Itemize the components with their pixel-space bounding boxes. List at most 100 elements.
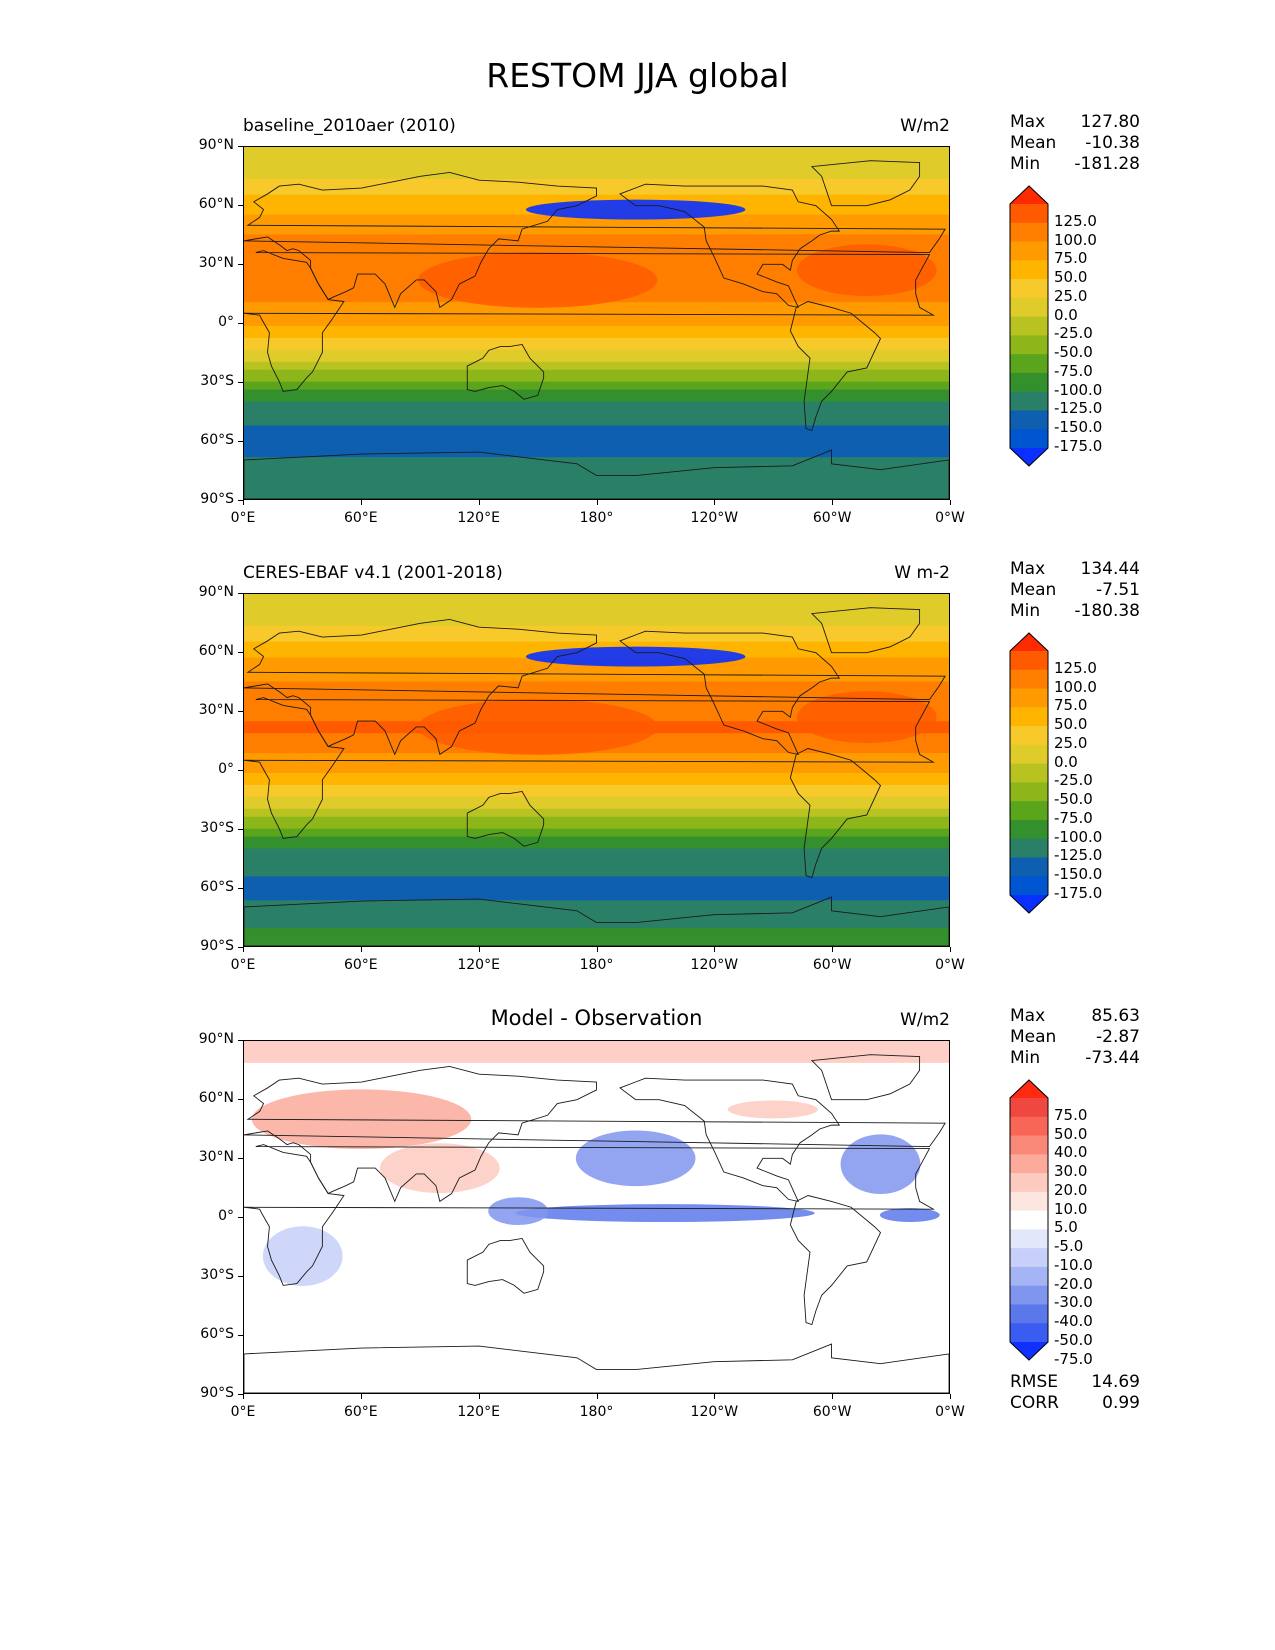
map-band [244,314,949,319]
colorbar-segment [1010,857,1048,877]
lon-tick-label: 0°W [935,510,965,526]
map-feature [251,1089,472,1150]
map-band [244,230,949,235]
map-band [244,621,949,627]
map-band [244,234,949,239]
colorbar-tick-label: -50.0 [1054,1331,1093,1349]
map-band [244,681,949,686]
map-band [244,812,949,818]
stat-value: 134.44 [1080,559,1140,579]
lat-tick-mark [238,323,243,324]
stat-value: -7.51 [1096,580,1140,600]
lon-tick-label: 60°E [343,1404,378,1420]
map-feature [575,1130,696,1187]
lat-tick-mark [238,593,243,594]
map-band [244,761,949,766]
lon-tick-mark [714,500,716,505]
lon-tick-label: 60°W [812,1404,852,1420]
stat-label: Max [1010,1006,1046,1026]
colorbar-segment [1010,801,1048,821]
map-band [244,178,949,184]
coastline [789,301,882,432]
map-band [244,864,949,869]
lon-tick-mark [714,1394,716,1399]
map-band [244,816,949,822]
colorbar-tick-label: -25.0 [1054,324,1093,343]
lon-tick-label: 120°E [457,510,500,526]
lon-tick-label: 60°E [343,510,378,526]
map-band [244,373,949,379]
colorbar-segment [1010,688,1048,708]
map-band [244,872,949,877]
colorbar-segment [1010,279,1048,299]
map-plot [243,1040,950,1394]
map-band [244,689,949,694]
map-band [244,441,949,446]
map-band [244,936,949,941]
map-band [244,613,949,619]
colorbar-segment [1010,1304,1048,1324]
lon-tick-mark [832,1394,834,1399]
lon-tick-mark [596,500,598,505]
lat-tick-mark [238,652,243,653]
map-band [244,765,949,770]
lon-tick-mark [360,1394,362,1399]
lat-tick-label: 90°N [198,137,234,153]
colorbar-segment [1010,204,1048,224]
map-band [244,150,949,156]
colorbar-tick-label: 30.0 [1054,1162,1088,1181]
lat-tick-label: 60°S [200,1326,234,1342]
colorbar-segment [1010,316,1048,336]
colorbar-tick-label: -50.0 [1054,343,1093,362]
colorbar-tick-label: 75.0 [1054,249,1088,268]
lon-tick-label: 0°W [935,957,965,973]
lon-tick-mark [243,500,244,505]
units-label: W m-2 [894,563,950,583]
lat-tick-label: 30°N [198,702,234,718]
metric-value: 0.99 [1102,1393,1140,1413]
lon-tick-label: 0°E [230,957,256,973]
colorbar-extend-max [1010,186,1048,204]
map-feature [727,1100,818,1119]
map-band [244,832,949,838]
colorbar-segment [1010,241,1048,261]
metrics-block: RMSE 14.69 CORR 0.99 [1010,1372,1140,1414]
colorbar-tick-label: 100.0 [1054,230,1097,249]
colorbar-tick-label: -30.0 [1054,1293,1093,1312]
stats-block: Max 134.44 Mean -7.51 Min -180.38 [1010,559,1140,622]
coastline [244,896,949,946]
lat-tick-label: 60°N [198,643,234,659]
colorbar-tick-label: -75.0 [1054,1349,1093,1368]
map-band [244,784,949,790]
colorbar-segment [1010,1266,1048,1287]
map-band [244,453,949,458]
lon-tick-mark [832,947,834,952]
lon-tick-label: 120°E [457,957,500,973]
map-band [244,916,949,921]
colorbar-tick-label: 50.0 [1054,1124,1088,1143]
stat-row: Mean -2.87 [1010,1027,1140,1048]
map-band [244,194,949,200]
map-feature [879,1208,940,1223]
colorbar-extend-max [1010,633,1048,651]
colorbar-tick-label: -75.0 [1054,808,1093,827]
lon-tick-mark [950,500,951,505]
coastline [466,1237,545,1294]
colorbar-segment [1010,1248,1048,1268]
panel-title: Model - Observation [490,1006,703,1030]
colorbar-extend-max [1010,1080,1048,1098]
lon-tick-label: 120°W [690,957,739,973]
coastline [244,449,949,499]
map-band [244,880,949,885]
coastline [789,748,882,879]
map-feature [840,1134,921,1195]
colorbar-segment [1010,876,1048,896]
map-band [244,828,949,834]
map-band [244,302,949,307]
map-band [244,329,949,335]
map-band [244,493,949,498]
map-band [244,665,949,671]
stat-value: 127.80 [1080,112,1140,132]
panel-title: baseline_2010aer (2010) [243,116,456,136]
map-band [244,365,949,371]
